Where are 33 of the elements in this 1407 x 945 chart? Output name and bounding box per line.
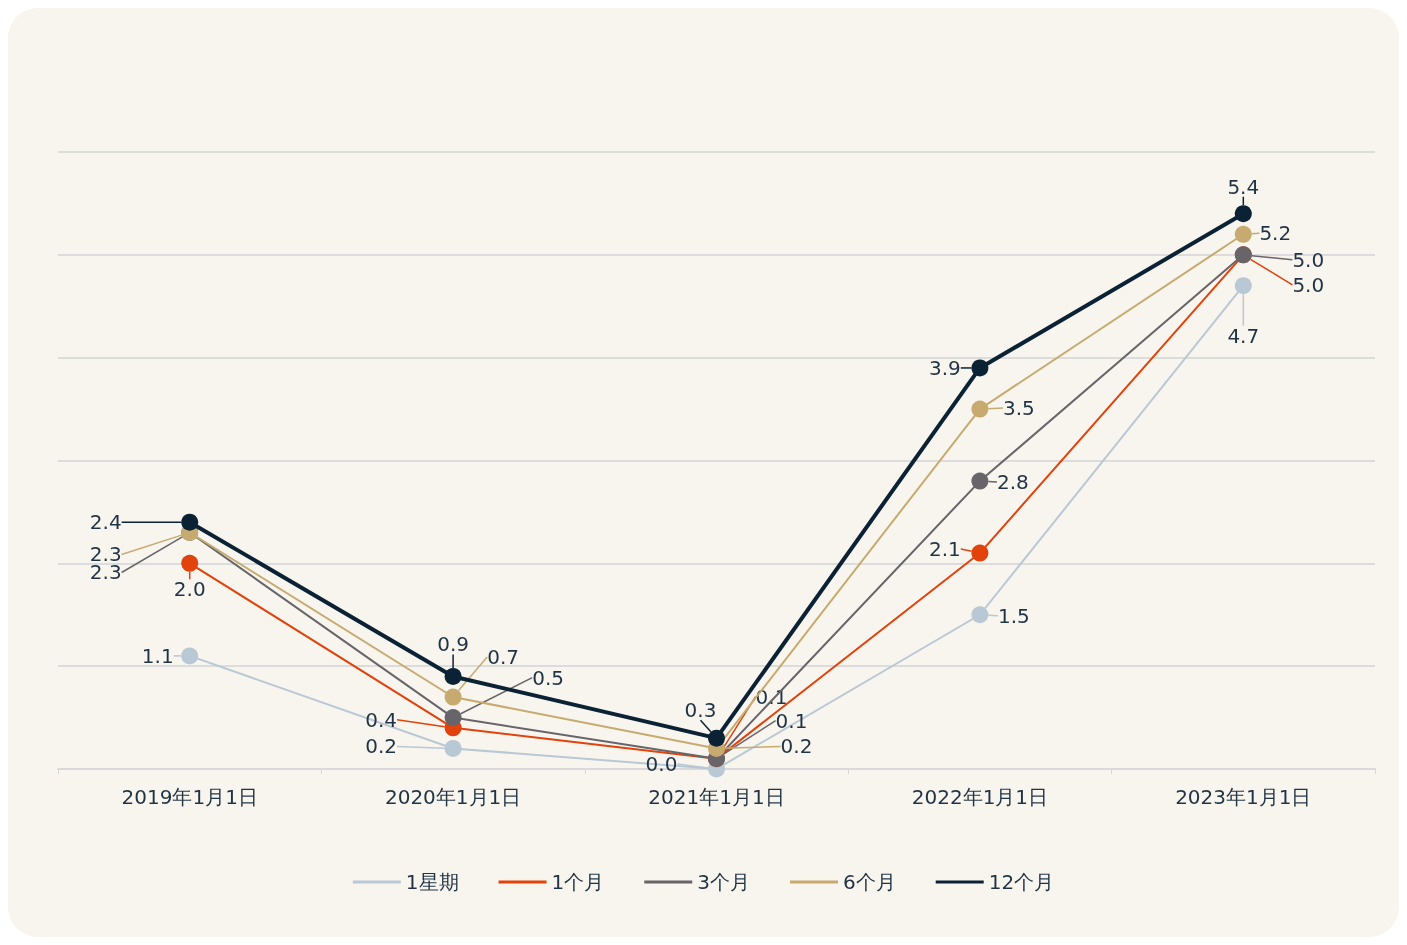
legend-label: 1个月 [551, 870, 605, 894]
x-tick-label: 2022年1月1日 [911, 785, 1049, 809]
legend-label: 6个月 [843, 870, 896, 894]
x-tick-label: 2023年1月1日 [1175, 785, 1312, 809]
data-label: 0.0 [645, 752, 678, 776]
data-label: 0.2 [365, 734, 398, 759]
data-label: 5.0 [1292, 247, 1325, 272]
data-label: 1.1 [141, 643, 174, 668]
x-tick-label: 2019年1月1日 [121, 785, 258, 809]
x-tick-label: 2020年1月1日 [384, 785, 522, 809]
data-label: 0.4 [365, 707, 398, 732]
data-label: 3.9 [928, 355, 961, 380]
data-label: 5.2 [1259, 221, 1292, 246]
legend-label: 1星期 [405, 870, 459, 894]
data-label: 0.1 [775, 708, 808, 733]
data-label: 2.1 [928, 537, 961, 562]
x-tick-label: 2021年1月1日 [648, 785, 785, 809]
data-label: 0.2 [780, 734, 813, 759]
data-label: 2.8 [996, 470, 1029, 495]
data-label: 2.0 [173, 577, 206, 602]
data-label: 2.4 [89, 510, 122, 535]
data-label: 1.5 [997, 603, 1030, 628]
data-label: 0.7 [487, 645, 520, 670]
data-label: 0.3 [684, 698, 717, 723]
data-label: 5.0 [1292, 272, 1325, 297]
data-label: 2.3 [89, 560, 122, 585]
legend-label: 12个月 [988, 870, 1055, 894]
data-label: 4.7 [1227, 323, 1260, 348]
data-label: 5.4 [1227, 174, 1260, 199]
data-label: 0.9 [437, 632, 470, 657]
legend-label: 3个月 [697, 870, 751, 894]
data-label: 0.5 [532, 665, 565, 690]
data-label: 3.5 [1002, 396, 1035, 421]
